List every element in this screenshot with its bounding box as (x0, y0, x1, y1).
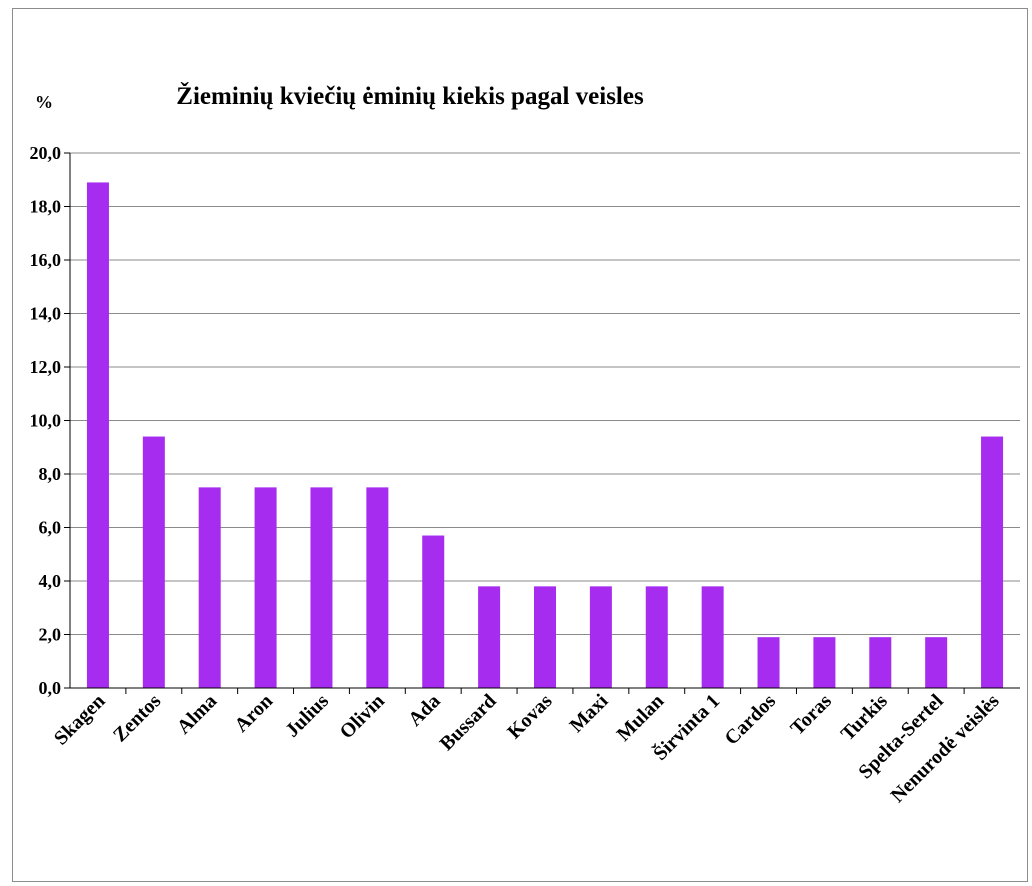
bar-spelta-sertel (925, 637, 948, 688)
y-tick-label: 14,0 (30, 304, 62, 324)
bar-kovas (534, 586, 556, 688)
x-axis-labels: Skagen Zentos Alma Aron Julius Olivin AdaBussa… (50, 688, 1004, 807)
x-tick-label: Zentos (109, 690, 166, 747)
y-tick-label: 16,0 (30, 250, 62, 270)
y-tick-label: 2,0 (39, 625, 62, 645)
chart-title: Žieminių kviečių ėminių kiekis pagal vei… (176, 82, 644, 110)
y-tick-label: 18,0 (30, 197, 62, 217)
x-tick-label: Aron (230, 690, 277, 737)
bar--irvinta-1 (701, 586, 724, 688)
x-tick-label: Ada (404, 690, 445, 731)
bar-nenurod-veisl-s (981, 436, 1004, 688)
y-tick-label: 0,0 (39, 678, 62, 698)
y-tick-label: 12,0 (30, 357, 62, 377)
x-tick-label: Skagen (50, 690, 110, 750)
bar-aron (254, 487, 277, 688)
bars (86, 182, 1004, 689)
bar-cardos (757, 637, 780, 688)
x-tick-label: Turkis (837, 690, 892, 745)
x-tick-label: Julius (281, 690, 333, 742)
y-tick-label: 6,0 (39, 518, 62, 538)
bar-zentos (142, 436, 165, 688)
y-tick-label: 8,0 (39, 464, 62, 484)
chart-frame (12, 8, 1028, 882)
x-tick-label: Olivin (336, 690, 389, 743)
y-axis-label: % (35, 92, 53, 112)
bar-maxi (589, 586, 612, 688)
x-tick-label: Alma (173, 690, 222, 739)
y-tick-label: 10,0 (30, 411, 62, 431)
y-axis-ticks: 0,0 2,0 4,0 6,0 8,0 10,0 12,0 14,0 16,0 18,0 20,0 (30, 143, 70, 698)
axes (69, 153, 1020, 689)
bar-bussard (478, 586, 501, 688)
bar-toras (813, 637, 836, 688)
x-tick-label: Maxi (565, 690, 612, 737)
y-tick-label: 20,0 (30, 143, 62, 163)
x-tick-label: Toras (786, 690, 836, 740)
x-tick-label: Bussard (436, 690, 501, 755)
gridlines (70, 152, 1020, 635)
bar-ada (422, 535, 445, 688)
bar-olivin (366, 487, 389, 688)
bar-skagen (86, 182, 109, 689)
bar-julius (310, 487, 333, 688)
x-tick-label: Kovas (503, 690, 556, 743)
x-tick-label: Cardos (721, 690, 781, 750)
bar-alma (198, 487, 221, 688)
bar-mulan (645, 586, 668, 688)
bar-turkis (869, 637, 892, 688)
y-tick-label: 4,0 (39, 571, 62, 591)
